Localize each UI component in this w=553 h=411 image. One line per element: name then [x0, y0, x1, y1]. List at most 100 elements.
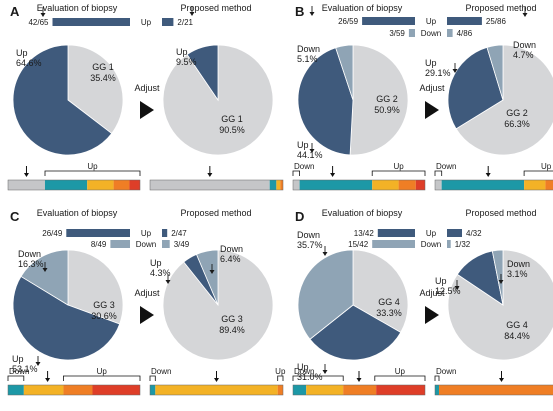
bar-segment — [277, 385, 283, 395]
pie-pct-down: 3.1% — [507, 269, 528, 279]
pie-pct-up: 53.1% — [12, 364, 38, 374]
bar-marker-arrow — [214, 378, 219, 382]
pie-pct-down: 4.7% — [513, 50, 534, 60]
pie-slice-down — [20, 249, 69, 306]
bar-marker-arrow — [45, 378, 51, 382]
leader-arrowhead — [322, 370, 328, 374]
bar-outline — [7, 179, 141, 191]
summary-label: Down — [136, 240, 156, 249]
bar-segment — [155, 385, 278, 395]
bar-bracket-label: Up — [395, 367, 406, 376]
pie-pct-gg: 84.4% — [504, 331, 530, 341]
title-evaluation-of-biopsy: Evaluation of biopsy — [322, 208, 403, 218]
bar-segment — [269, 180, 277, 190]
bar-segment — [372, 180, 399, 190]
bar-segment — [129, 180, 140, 190]
pie-label-up: Up — [16, 48, 28, 58]
summary-label: Up — [426, 17, 437, 26]
summary-left-count: 26/49 — [42, 229, 63, 238]
pie-label-up: Up — [297, 362, 309, 372]
adjust-label: Adjust — [419, 83, 445, 93]
bar-segment — [524, 180, 546, 190]
leader-arrowhead — [165, 280, 171, 284]
panel-d: D Evaluation of biopsy Proposed method 13/4… — [292, 208, 553, 396]
pie-slice-down — [297, 249, 354, 340]
pie-label-gg: GG 4 — [378, 297, 400, 307]
summary-bar-right — [447, 229, 462, 237]
bar-marker-arrow — [356, 378, 362, 382]
bar-bracket-label: Down — [436, 162, 456, 171]
summary-right-count: 25/86 — [486, 17, 507, 26]
leader-arrowhead — [40, 13, 46, 17]
pie-pct-up: 44.1% — [297, 150, 323, 160]
pie-slice-up — [12, 44, 113, 156]
pie-pct-up: 4.3% — [150, 268, 171, 278]
summary-left-count: 26/59 — [338, 17, 359, 26]
pie-pct-gg: 33.3% — [376, 308, 402, 318]
summary-label: Up — [141, 229, 152, 238]
pie-slice-gg — [67, 44, 124, 135]
bar-segment — [299, 180, 373, 190]
bar-segment — [280, 180, 283, 190]
summary-bar-left — [372, 240, 415, 248]
leader-arrowhead — [35, 362, 41, 366]
leader-arrowhead — [322, 252, 328, 256]
bar-segment — [435, 180, 442, 190]
bar-segment — [545, 180, 553, 190]
summary-right-count: 4/86 — [457, 29, 473, 38]
leader-arrowhead — [522, 13, 528, 17]
panel-letter: D — [295, 209, 304, 224]
summary-left-count: 15/42 — [348, 240, 369, 249]
bar-marker-arrow — [485, 173, 491, 177]
bar-bracket-label: Up — [275, 367, 286, 376]
pie-label-down: Down — [507, 259, 530, 269]
pie-slice-up — [309, 304, 402, 361]
bar-marker-arrow — [330, 173, 336, 177]
panel-c: C Evaluation of biopsy Proposed method 26/4… — [7, 208, 286, 396]
adjust-arrow-icon — [140, 306, 154, 324]
title-evaluation-of-biopsy: Evaluation of biopsy — [322, 3, 403, 13]
pie-label-up: Up — [435, 276, 447, 286]
bar-bracket — [149, 375, 156, 381]
bar-segment — [113, 180, 130, 190]
pie-slice-gg — [455, 44, 553, 156]
bar-bracket-label: Down — [9, 367, 29, 376]
pie-label-down: Down — [18, 249, 41, 259]
summary-right-count: 4/32 — [466, 229, 482, 238]
bar-segment — [376, 385, 425, 395]
pie-pct-gg: 35.4% — [90, 73, 116, 83]
pie-label-gg: GG 3 — [93, 300, 115, 310]
pie-pct-gg: 30.6% — [91, 311, 117, 321]
bar-outline — [149, 384, 284, 396]
bar-bracket-label: Up — [541, 162, 552, 171]
pie-slice-down — [335, 44, 354, 101]
title-evaluation-of-biopsy: Evaluation of biopsy — [37, 3, 118, 13]
leader-arrowhead — [209, 270, 215, 274]
bar-bracket-label: Up — [393, 162, 404, 171]
summary-label: Down — [421, 29, 441, 38]
summary-right-count: 2/21 — [177, 18, 193, 27]
bar-outline — [292, 179, 426, 191]
pie-pct-down: 16.3% — [18, 259, 44, 269]
bar-segment — [441, 180, 525, 190]
title-proposed-method: Proposed method — [465, 3, 536, 13]
panel-letter: A — [10, 4, 20, 19]
pie-slice-down — [486, 44, 504, 101]
bar-bracket — [7, 375, 25, 381]
bar-bracket-label: Up — [87, 162, 98, 171]
pie-label-down: Down — [297, 230, 320, 240]
pie-pct-gg: 90.5% — [219, 125, 245, 135]
pie-slice-gg — [447, 249, 553, 361]
bar-bracket — [63, 375, 141, 381]
leader-arrowhead — [309, 12, 315, 16]
pie-pct-up: 9.5% — [176, 57, 197, 67]
bar-bracket — [292, 375, 344, 381]
bar-bracket — [523, 170, 553, 176]
pie-label-gg: GG 3 — [221, 314, 243, 324]
pie-label-up: Up — [176, 47, 188, 57]
adjust-arrow-icon — [425, 306, 439, 324]
pie-slice-up — [12, 275, 121, 361]
summary-bar-right — [447, 17, 482, 25]
leader-arrowhead — [42, 268, 48, 272]
